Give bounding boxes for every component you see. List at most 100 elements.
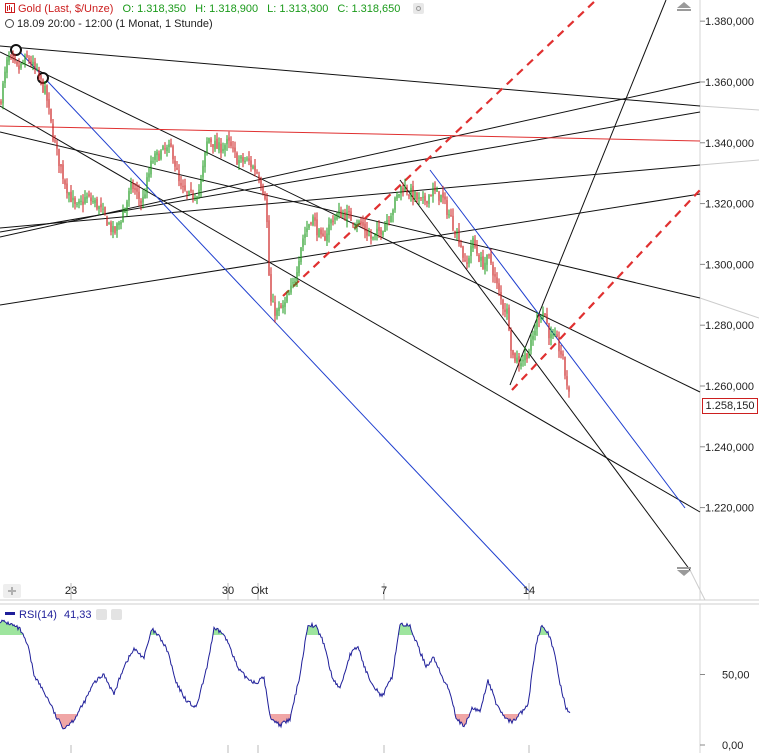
open-value: O: 1.318,350 bbox=[122, 3, 187, 15]
candle-body bbox=[160, 150, 162, 159]
candle-body bbox=[222, 148, 224, 152]
candle-body bbox=[400, 186, 402, 194]
trendline-ext-2 bbox=[699, 297, 759, 319]
settings-gear-icon[interactable] bbox=[413, 3, 425, 14]
candle-body bbox=[562, 353, 564, 356]
candle-body bbox=[516, 357, 518, 363]
candle-body bbox=[524, 353, 526, 361]
candle-body bbox=[456, 231, 458, 235]
period-info[interactable]: 18.09 20:00 - 12:00 (1 Monat, 1 Stunde) bbox=[17, 18, 213, 30]
candle-body bbox=[394, 197, 396, 210]
candle-body bbox=[154, 153, 156, 160]
candle-body bbox=[90, 197, 92, 202]
candle-body bbox=[426, 200, 428, 204]
price-tick-label: 1.280,000 bbox=[705, 320, 754, 332]
red-horizontal-line bbox=[0, 125, 701, 142]
candle-body bbox=[264, 194, 266, 200]
rsi-layer bbox=[0, 619, 571, 730]
candle-body bbox=[16, 61, 18, 65]
candle-body bbox=[492, 264, 494, 276]
candle-body bbox=[542, 311, 544, 320]
candle-body bbox=[72, 197, 74, 201]
candle-body bbox=[370, 234, 372, 239]
candle-body bbox=[348, 210, 350, 213]
candle-body bbox=[434, 187, 436, 192]
candle-body bbox=[66, 183, 68, 194]
candle-body bbox=[468, 258, 470, 264]
candle-body bbox=[50, 108, 52, 122]
candle-body bbox=[364, 223, 366, 232]
candle-body bbox=[140, 200, 142, 204]
candle-body bbox=[238, 160, 240, 164]
candle-body bbox=[172, 146, 174, 160]
candle-body bbox=[316, 219, 318, 236]
rsi-close-icon[interactable] bbox=[110, 609, 122, 620]
candle-body bbox=[128, 191, 130, 201]
candle-body bbox=[298, 261, 300, 274]
candle-body bbox=[130, 182, 132, 190]
candle-body bbox=[286, 295, 288, 302]
candle-body bbox=[266, 198, 268, 223]
candle-body bbox=[274, 302, 276, 316]
rsi-header: RSI(14) 41,33 bbox=[5, 609, 122, 621]
candle-body bbox=[386, 220, 388, 225]
candle-body bbox=[452, 215, 454, 230]
candle-body bbox=[336, 213, 338, 220]
candle-body bbox=[276, 309, 278, 316]
candle-body bbox=[390, 215, 392, 223]
header-quote-row: Gold (Last, $/Unze) O: 1.318,350 H: 1.31… bbox=[5, 3, 425, 15]
price-tick-label: 1.300,000 bbox=[705, 259, 754, 271]
candle-body bbox=[504, 309, 506, 312]
candle-body bbox=[532, 335, 534, 340]
candle-body bbox=[184, 185, 186, 191]
candle-body bbox=[234, 147, 236, 152]
candle-body bbox=[202, 165, 204, 178]
candle-body bbox=[24, 56, 26, 66]
candle-body bbox=[440, 194, 442, 203]
rsi-settings-icon[interactable] bbox=[95, 609, 107, 620]
blue-channel-line-2 bbox=[429, 169, 686, 509]
candle-body bbox=[196, 196, 198, 200]
candle-body bbox=[280, 305, 282, 309]
candle-body bbox=[54, 140, 56, 142]
candle-body bbox=[328, 224, 330, 236]
candle-body bbox=[474, 239, 476, 247]
candle-body bbox=[94, 199, 96, 204]
trendline-8 bbox=[0, 164, 701, 229]
candle-body bbox=[470, 246, 472, 257]
chart-type-icon[interactable] bbox=[5, 3, 15, 13]
candle-body bbox=[250, 160, 252, 167]
candle-body bbox=[294, 280, 296, 284]
trendline-ext-4 bbox=[689, 569, 706, 601]
rsi-name[interactable]: RSI(14) bbox=[19, 609, 57, 621]
candle-body bbox=[26, 54, 28, 57]
candle-body bbox=[320, 229, 322, 235]
candle-body bbox=[212, 144, 214, 148]
candle-body bbox=[494, 274, 496, 277]
candle-body bbox=[158, 153, 160, 161]
candle-body bbox=[454, 230, 456, 235]
candle-body bbox=[536, 317, 538, 330]
scroll-up-icon[interactable] bbox=[677, 2, 691, 11]
candle-body bbox=[518, 356, 520, 365]
candle-body bbox=[396, 195, 398, 199]
candle-body bbox=[134, 187, 136, 190]
candle-body bbox=[142, 196, 144, 203]
symbol-name[interactable]: Gold (Last, $/Unze) bbox=[18, 3, 114, 15]
candle-body bbox=[268, 220, 270, 276]
current-price-label: 1.258,150 bbox=[702, 398, 758, 414]
candle-body bbox=[406, 187, 408, 194]
candle-body bbox=[340, 210, 342, 218]
candle-body bbox=[560, 351, 562, 355]
scroll-down-icon[interactable] bbox=[677, 567, 691, 576]
candle-body bbox=[82, 201, 84, 205]
candle-body bbox=[86, 196, 88, 199]
candle-body bbox=[110, 222, 112, 232]
add-indicator-icon[interactable] bbox=[3, 584, 21, 598]
candle-body bbox=[358, 220, 360, 224]
candle-body bbox=[240, 156, 242, 159]
candle-body bbox=[444, 196, 446, 200]
candle-body bbox=[68, 192, 70, 196]
candle-body bbox=[224, 145, 226, 150]
